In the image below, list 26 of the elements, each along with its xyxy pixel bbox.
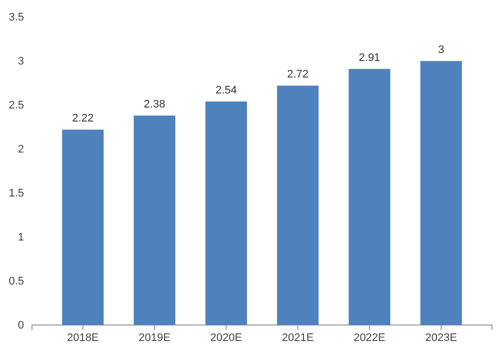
data-label: 2.72 <box>287 68 309 81</box>
y-tick-label: 3 <box>18 56 24 68</box>
bar <box>348 68 390 325</box>
data-label: 3 <box>438 44 444 56</box>
bar <box>420 61 462 325</box>
bar <box>134 116 176 325</box>
x-tick-label: 2018E <box>66 332 99 344</box>
y-tick-label: 2 <box>18 144 24 156</box>
y-tick-label: 0.5 <box>8 276 24 288</box>
bar <box>62 130 104 325</box>
data-label: 2.91 <box>358 52 380 64</box>
y-tick-label: 3.5 <box>8 12 24 24</box>
bar <box>277 86 319 325</box>
y-tick-label: 1.5 <box>8 188 24 200</box>
data-label: 2.22 <box>72 112 94 125</box>
x-tick-label: 2019E <box>138 332 170 344</box>
x-tick-label: 2021E <box>282 332 314 344</box>
y-tick-label: 1 <box>18 232 24 244</box>
x-tick-label: 2022E <box>354 332 386 344</box>
data-label: 2.54 <box>215 84 237 96</box>
x-tick-label: 2020E <box>210 332 242 344</box>
data-label: 2.38 <box>144 98 166 111</box>
y-tick-label: 2.5 <box>8 100 24 112</box>
x-tick-label: 2023E <box>425 332 458 344</box>
y-tick-label: 0 <box>18 320 24 332</box>
bar <box>205 101 247 325</box>
